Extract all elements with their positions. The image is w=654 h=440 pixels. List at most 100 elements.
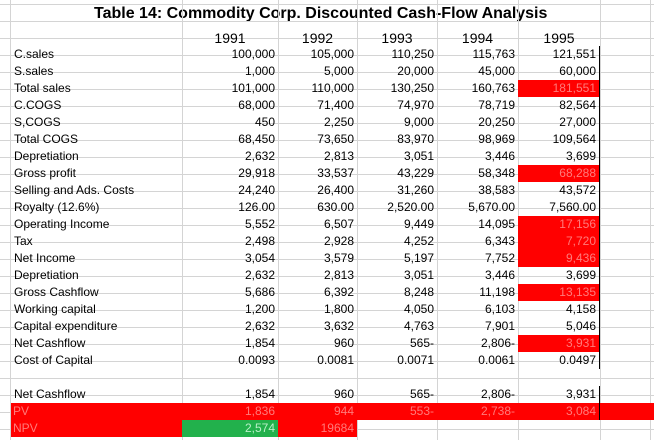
value-cell[interactable]: 181,551 — [518, 80, 600, 97]
value-cell[interactable]: 7,720 — [518, 233, 600, 250]
value-cell[interactable]: 6,507 — [323, 217, 354, 231]
value-cell[interactable]: 8,248 — [403, 285, 434, 299]
value-cell[interactable]: 3,084 — [518, 403, 600, 420]
value-cell[interactable]: 110,000 — [311, 81, 355, 95]
value-cell[interactable]: 110,250 — [391, 47, 435, 61]
value-cell[interactable]: 5,000 — [323, 64, 354, 78]
value-cell[interactable]: 5,686 — [244, 285, 275, 299]
value-cell[interactable]: 9,000 — [403, 115, 434, 129]
value-cell[interactable]: 82,564 — [518, 97, 600, 114]
value-cell[interactable]: 6,103 — [484, 302, 515, 316]
value-cell[interactable]: 109,564 — [518, 131, 600, 148]
value-cell[interactable]: 5,197 — [403, 251, 434, 265]
value-cell[interactable]: 0.0093 — [238, 353, 275, 367]
value-cell[interactable]: 553- — [357, 403, 437, 420]
value-cell[interactable]: 2,813 — [323, 268, 354, 282]
value-cell[interactable]: 6,392 — [323, 285, 354, 299]
value-cell[interactable]: 3,931 — [518, 386, 600, 403]
value-cell[interactable]: 105,000 — [310, 47, 354, 61]
value-cell[interactable]: 14,095 — [478, 217, 515, 231]
value-cell[interactable]: 13,135 — [518, 284, 600, 301]
value-cell[interactable]: 1,854 — [244, 387, 275, 401]
value-cell[interactable]: 2,250 — [323, 115, 354, 129]
value-cell[interactable]: 565- — [409, 336, 434, 350]
value-cell[interactable]: 9,436 — [518, 250, 600, 267]
value-cell[interactable]: 24,240 — [238, 183, 275, 197]
value-cell[interactable]: 3,579 — [323, 251, 354, 265]
value-cell[interactable]: 7,752 — [484, 251, 515, 265]
value-cell[interactable]: 3,051 — [403, 149, 434, 163]
value-cell[interactable]: 5,046 — [518, 318, 600, 335]
value-cell[interactable]: 20,250 — [478, 115, 515, 129]
value-cell[interactable]: 9,449 — [403, 217, 434, 231]
value-cell[interactable]: 3,446 — [484, 149, 515, 163]
value-cell[interactable]: 2,632 — [244, 149, 275, 163]
value-cell[interactable]: 4,252 — [403, 234, 434, 248]
value-cell[interactable]: 26,400 — [317, 183, 354, 197]
value-cell[interactable]: 1,854 — [244, 336, 275, 350]
value-cell[interactable]: 3,054 — [244, 251, 275, 265]
value-cell[interactable]: 27,000 — [518, 114, 600, 131]
value-cell[interactable]: 38,583 — [478, 183, 515, 197]
value-cell[interactable]: 1,000 — [244, 64, 275, 78]
value-cell[interactable]: 2,498 — [244, 234, 275, 248]
value-cell[interactable]: 71,400 — [317, 98, 354, 112]
value-cell[interactable]: 0.0497 — [518, 352, 600, 369]
value-cell[interactable]: 68,000 — [238, 98, 275, 112]
value-cell[interactable]: 5,670.00 — [468, 200, 515, 214]
value-cell[interactable]: 4,050 — [403, 302, 434, 316]
value-cell[interactable]: 960 — [333, 336, 354, 350]
value-cell[interactable]: 1,800 — [323, 302, 354, 316]
value-cell[interactable]: 73,650 — [317, 132, 354, 146]
value-cell[interactable]: 565- — [409, 387, 434, 401]
value-cell[interactable]: 2,574 — [182, 420, 278, 437]
value-cell[interactable]: 98,969 — [478, 132, 515, 146]
value-cell[interactable]: 68,450 — [238, 132, 275, 146]
value-cell[interactable]: 11,198 — [479, 285, 515, 299]
value-cell[interactable]: 1,836 — [182, 403, 278, 420]
value-cell[interactable]: 0.0081 — [317, 353, 354, 367]
value-cell[interactable]: 78,719 — [478, 98, 515, 112]
value-cell[interactable]: 58,348 — [478, 166, 515, 180]
value-cell[interactable]: 43,229 — [397, 166, 434, 180]
value-cell[interactable]: 2,806- — [480, 336, 515, 350]
value-cell[interactable]: 20,000 — [397, 64, 434, 78]
value-cell[interactable]: 960 — [333, 387, 354, 401]
value-cell[interactable]: 43,572 — [518, 182, 600, 199]
value-cell[interactable]: 6,343 — [484, 234, 515, 248]
value-cell[interactable]: 2,738- — [437, 403, 518, 420]
value-cell[interactable]: 130,250 — [390, 81, 434, 95]
value-cell[interactable]: 74,970 — [397, 98, 434, 112]
value-cell[interactable]: 7,901 — [484, 319, 515, 333]
value-cell[interactable]: 630.00 — [317, 200, 354, 214]
value-cell[interactable]: 31,260 — [397, 183, 434, 197]
value-cell[interactable]: 126.00 — [238, 200, 275, 214]
value-cell[interactable]: 2,806- — [480, 387, 515, 401]
value-cell[interactable]: 19684 — [278, 420, 357, 437]
value-cell[interactable]: 29,918 — [238, 166, 275, 180]
value-cell[interactable]: 0.0061 — [478, 353, 515, 367]
value-cell[interactable]: 101,000 — [231, 81, 275, 95]
value-cell[interactable]: 3,632 — [323, 319, 354, 333]
value-cell[interactable]: 944 — [278, 403, 357, 420]
value-cell[interactable]: 2,813 — [323, 149, 354, 163]
value-cell[interactable]: 4,158 — [518, 301, 600, 318]
value-cell[interactable]: 68,288 — [518, 165, 600, 182]
value-cell[interactable]: 4,763 — [403, 319, 434, 333]
value-cell[interactable]: 5,552 — [244, 217, 275, 231]
value-cell[interactable]: 115,763 — [472, 47, 516, 61]
value-cell[interactable]: 2,632 — [244, 319, 275, 333]
value-cell[interactable]: 450 — [254, 115, 275, 129]
value-cell[interactable]: 3,699 — [518, 267, 600, 284]
value-cell[interactable]: 17,156 — [518, 216, 600, 233]
value-cell[interactable]: 1,200 — [244, 302, 275, 316]
value-cell[interactable]: 2,632 — [244, 268, 275, 282]
value-cell[interactable]: 160,763 — [471, 81, 515, 95]
value-cell[interactable]: 121,551 — [518, 46, 600, 63]
value-cell[interactable]: 100,000 — [231, 47, 275, 61]
value-cell[interactable]: 0.0071 — [397, 353, 434, 367]
value-cell[interactable]: 2,520.00 — [387, 200, 434, 214]
value-cell[interactable]: 2,928 — [323, 234, 354, 248]
value-cell[interactable]: 3,931 — [518, 335, 600, 352]
